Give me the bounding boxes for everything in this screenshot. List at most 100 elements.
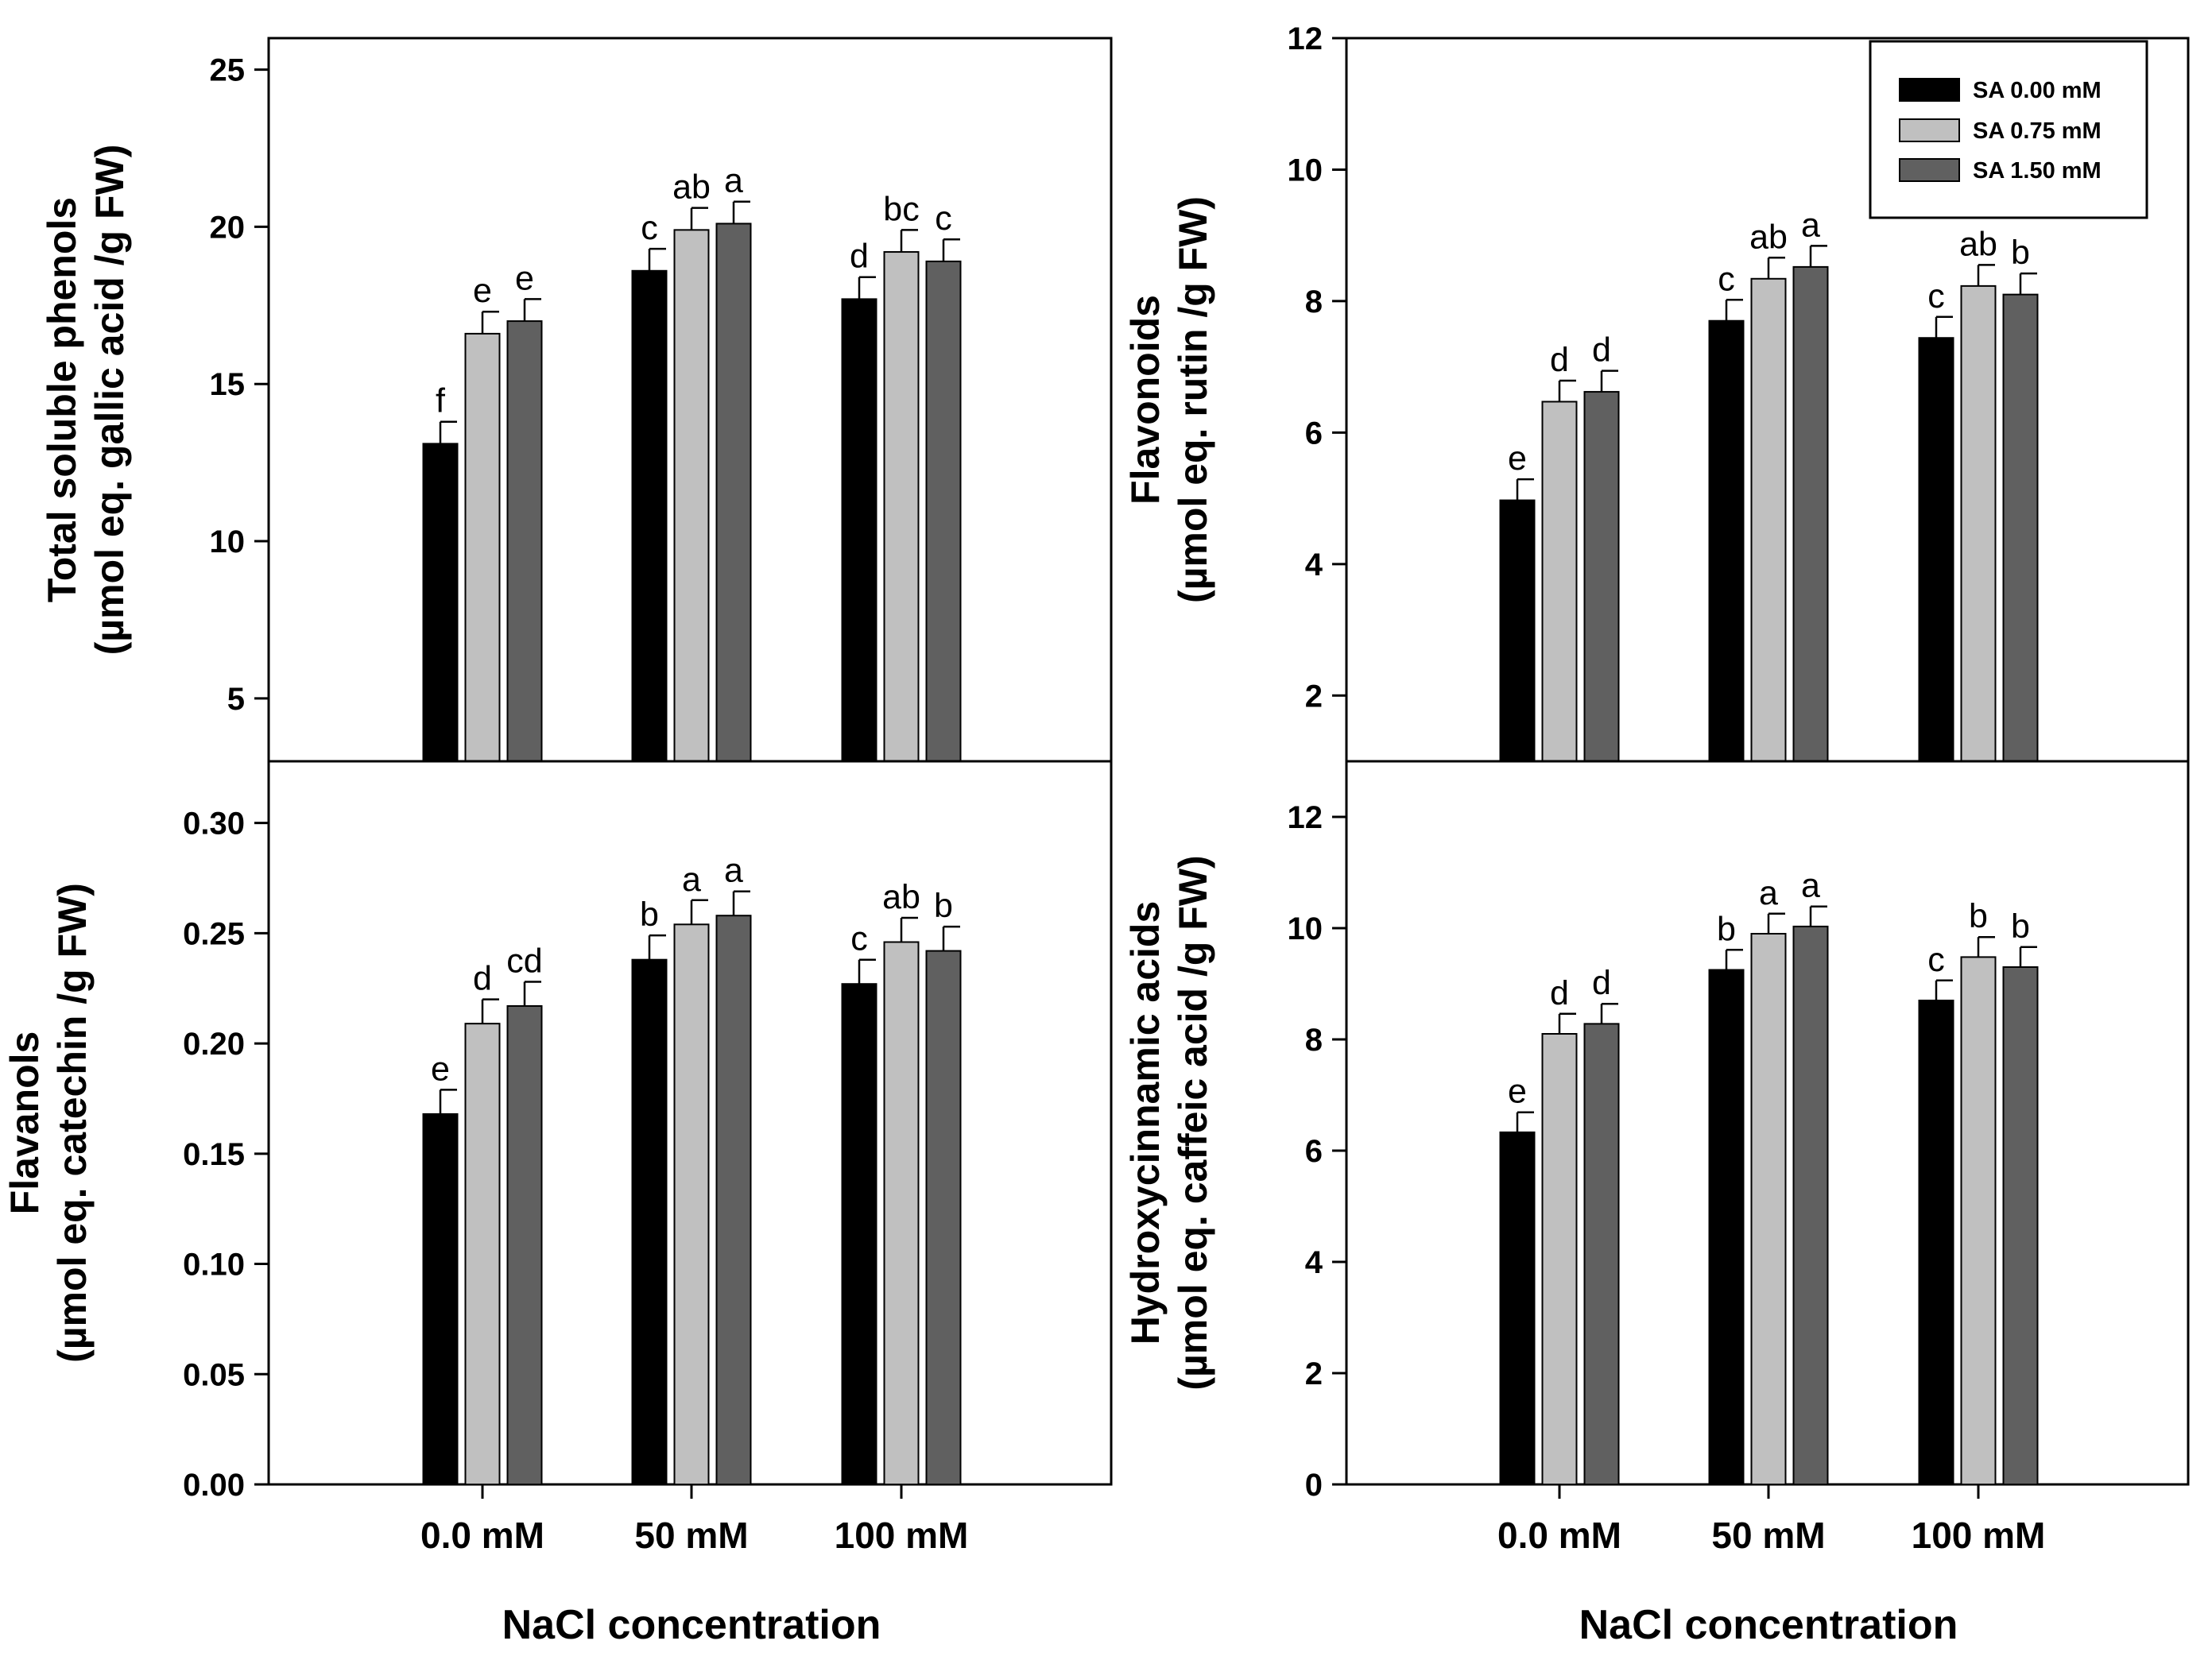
significance-letter: b (640, 896, 659, 934)
significance-letter: e (1508, 439, 1527, 478)
y-axis-title-line1: Hydroxycinnamic acids (1123, 901, 1168, 1345)
y-tick-label: 0.30 (183, 807, 245, 842)
bar-sa-1-50-mm (2002, 293, 2039, 762)
y-axis-title-line2: (µmol eq. rutin /g FW) (1171, 196, 1215, 603)
bar-sa-1-50-mm (715, 915, 752, 1485)
legend: SA 0.00 mM SA 0.75 mM SA 1.50 mM (1869, 40, 2148, 219)
y-tick-label: 8 (1305, 284, 1323, 319)
significance-letter: d (850, 238, 869, 276)
legend-swatch-sa-1-50 (1899, 158, 1960, 182)
significance-letter: e (473, 272, 492, 310)
significance-letter: b (2011, 907, 2030, 946)
y-tick-label: 0.05 (183, 1357, 245, 1392)
y-tick-label: 4 (1305, 1245, 1323, 1280)
significance-letter: c (850, 920, 868, 958)
bar-sa-0-00-mm (1918, 337, 1954, 762)
bar-sa-1-50-mm (2002, 966, 2039, 1485)
significance-letter: c (1718, 260, 1735, 298)
y-tick-label: 10 (1288, 911, 1323, 946)
significance-letter: d (1550, 341, 1569, 379)
bar-sa-0-75-mm (1750, 933, 1787, 1485)
significance-letter: bc (883, 190, 919, 228)
significance-letter: e (515, 259, 534, 297)
significance-letter: ab (882, 878, 920, 916)
bar-sa-1-50-mm (1792, 265, 1829, 762)
significance-letter: c (641, 209, 658, 247)
bar-sa-0-00-mm (841, 983, 877, 1485)
legend-label-sa-0-00: SA 0.00 mM (1973, 78, 2102, 103)
y-tick-label: 8 (1305, 1023, 1323, 1058)
bar-sa-0-00-mm (1499, 499, 1536, 763)
significance-letter: c (1927, 941, 1945, 979)
significance-letter: a (724, 852, 743, 890)
significance-letter: b (1717, 910, 1736, 948)
y-tick-label: 10 (210, 524, 246, 559)
panel-flavonoids: 2 4 6 8 10 12 Flavonoids (µmol eq. rutin /g FW)… (1123, 21, 2190, 763)
x-category-label: 100 mM (1912, 1515, 2046, 1556)
significance-letter: c (1927, 277, 1945, 315)
significance-letter: d (1592, 331, 1611, 370)
bar-sa-0-00-mm (1918, 1000, 1954, 1485)
bar-sa-0-75-mm (1960, 956, 1997, 1485)
legend-swatch-sa-0-00 (1899, 78, 1960, 102)
bar-sa-0-75-mm (464, 332, 501, 763)
significance-letter: b (934, 887, 953, 925)
significance-letter: ab (1959, 225, 1997, 263)
y-tick-label: 0 (1305, 1468, 1323, 1503)
x-category-label: 50 mM (634, 1515, 748, 1556)
bar-sa-0-00-mm (631, 269, 668, 763)
bar-sa-1-50-mm (925, 950, 962, 1485)
y-axis-title-line1: Total soluble phenols (40, 197, 84, 602)
panel-hydroxycinnamic-acids: 0 2 4 6 8 10 12 Hydroxycinnamic acids (µmol eq. … (1123, 760, 2190, 1503)
y-tick-label: 10 (1288, 153, 1323, 188)
y-tick-label: 20 (210, 210, 246, 245)
x-axis-title-left: NaCl concentration (502, 1602, 881, 1648)
x-category-label: 0.0 mM (1497, 1515, 1621, 1556)
significance-letter: a (724, 162, 743, 200)
panel-flavanols: 0.00 0.05 0.10 0.15 0.20 0.25 0.30 Flavanols (µm… (2, 760, 1113, 1503)
x-category-label: 50 mM (1711, 1515, 1825, 1556)
y-tick-label: 6 (1305, 416, 1323, 451)
x-category-labels-right: 0.0 mM 50 mM 100 mM (1497, 1515, 2045, 1556)
significance-letter: a (1759, 874, 1778, 912)
bar-sa-0-75-mm (1750, 277, 1787, 763)
bar-sa-0-75-mm (673, 923, 710, 1486)
significance-letter: e (431, 1050, 450, 1088)
y-axis-title-line2: (µmol eq. caffeic acid /g FW) (1171, 855, 1215, 1390)
significance-letter: b (2011, 234, 2030, 272)
y-axis-title-line1: Flavonoids (1123, 295, 1168, 505)
x-category-labels-left: 0.0 mM 50 mM 100 mM (420, 1515, 968, 1556)
significance-letter: e (1508, 1073, 1527, 1111)
y-tick-label: 2 (1305, 1356, 1323, 1391)
y-tick-label: 12 (1288, 800, 1323, 835)
y-tick-label: 12 (1288, 21, 1323, 56)
significance-letter: d (473, 960, 492, 998)
significance-letter: d (1550, 974, 1569, 1012)
bar-sa-0-00-mm (1708, 969, 1745, 1485)
bar-sa-0-75-mm (1541, 1033, 1578, 1485)
significance-letter: c (935, 199, 952, 238)
legend-swatch-sa-0-75 (1899, 118, 1960, 142)
significance-letter: f (436, 382, 446, 420)
significance-letter: ab (672, 168, 711, 207)
significance-letter: a (682, 861, 701, 899)
bar-sa-1-50-mm (1583, 391, 1620, 762)
bar-sa-0-00-mm (1499, 1131, 1536, 1486)
bar-sa-0-00-mm (841, 298, 877, 762)
y-axis-title-line1: Flavanols (2, 1031, 47, 1215)
bar-sa-1-50-mm (715, 223, 752, 763)
panel-total-soluble-phenols: 5 10 15 20 25 Total soluble phenols (µmol eq. … (40, 37, 1113, 763)
bar-sa-0-00-mm (422, 443, 459, 762)
significance-letter: cd (506, 942, 542, 980)
x-axis-title-right: NaCl concentration (1579, 1602, 1958, 1648)
bar-sa-0-75-mm (464, 1023, 501, 1485)
significance-letter: a (1801, 867, 1820, 905)
y-tick-label: 0.10 (183, 1248, 245, 1283)
bar-sa-0-75-mm (1541, 401, 1578, 762)
y-axis-title-line2: (µmol eq. catechin /g FW) (50, 883, 95, 1363)
legend-label-sa-1-50: SA 1.50 mM (1973, 158, 2102, 184)
bar-sa-0-00-mm (1708, 319, 1745, 762)
bar-sa-0-75-mm (883, 251, 920, 763)
bar-sa-0-00-mm (422, 1113, 459, 1486)
